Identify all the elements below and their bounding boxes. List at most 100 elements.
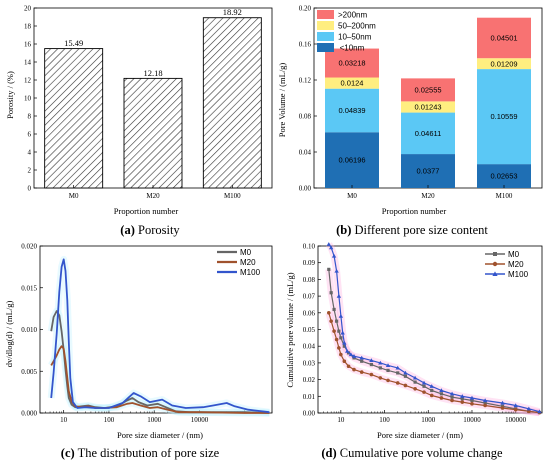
panel-d-point-m100 xyxy=(429,384,434,388)
panel-c-legend-label-m0: M0 xyxy=(240,248,252,257)
panel-c-xtick-label: 100 xyxy=(104,416,115,424)
panel-d-ytick-label: 0.05 xyxy=(303,326,316,334)
panel-b-segment-label-r10_50-m100: 0.10559 xyxy=(490,112,517,121)
panel-d-xlabel: Pore size diameter / (nm) xyxy=(377,430,463,440)
panel-b-legend-label-r10_50: 10–50nm xyxy=(338,33,372,42)
panel-d-point-m100 xyxy=(513,403,518,408)
panel-c-legend-label-m20: M20 xyxy=(240,258,256,267)
panel-d-point-m0 xyxy=(470,398,474,403)
panel-d-point-m20 xyxy=(346,364,351,369)
panel-a-value-label-m20: 12.18 xyxy=(143,68,162,78)
panel-d-point-m20 xyxy=(483,403,487,408)
panel-d-point-m0 xyxy=(352,356,356,360)
panel-d-point-m100 xyxy=(482,398,488,403)
panel-d-xtick-label: 100000 xyxy=(505,416,527,424)
panel-b-segment-label-gt200-m20: 0.02555 xyxy=(414,85,441,94)
panel-a-xlabel: Proportion number xyxy=(114,206,179,216)
panel-d-ytick-label: 0.07 xyxy=(303,293,316,301)
panel-d-point-m100 xyxy=(412,375,418,380)
panel-b-ytick-label: 0.08 xyxy=(299,113,312,121)
panel-b-segment-gt200-m0 xyxy=(325,48,379,78)
panel-d-point-m100 xyxy=(395,365,400,370)
panel-c-xtick-label: 1000 xyxy=(147,416,162,424)
panel-b-segment-r50_200-m20 xyxy=(401,101,455,113)
panel-d-point-m0 xyxy=(403,374,408,378)
panel-b-segment-label-r50_200-m0: 0.0124 xyxy=(341,79,364,88)
panel-d-line-m0 xyxy=(328,269,540,414)
panel-d-point-m0 xyxy=(342,344,346,348)
panel-a-value-label-m0: 15.49 xyxy=(64,38,83,48)
panel-a-caption: (a) Porosity xyxy=(120,223,180,237)
panel-d-point-m0 xyxy=(339,336,343,340)
panel-b-segment-label-lt10-m0: 0.06196 xyxy=(338,156,365,165)
panel-c-ytick-label: 0.000 xyxy=(21,410,37,418)
panel-d-point-m0 xyxy=(335,319,339,323)
panel-d-point-m20 xyxy=(527,409,531,414)
panel-d-legend-marker-m100 xyxy=(492,271,498,276)
panel-b-ylabel: Pore Volume / (mL/g) xyxy=(277,63,287,138)
panel-d-point-m100 xyxy=(340,330,345,335)
panel-b-ytick-label: 0.12 xyxy=(299,77,312,85)
panel-b-segment-gt200-m100 xyxy=(477,17,531,59)
panel-b-segment-label-r50_200-m20: 0.01243 xyxy=(414,103,441,112)
panel-d-point-m100 xyxy=(460,394,465,398)
panel-a-porosity: Porosity / (%) Proportion number (a) Por… xyxy=(5,5,273,237)
panel-d-point-m100 xyxy=(421,380,427,385)
panel-b-legend-label-gt200: >200nm xyxy=(338,11,367,20)
panel-a-ytick-label: 10 xyxy=(24,95,32,103)
panel-d-legend-marker-m0 xyxy=(493,252,497,256)
panel-d-point-m100 xyxy=(342,340,347,345)
panel-d-point-m100 xyxy=(469,395,475,400)
panel-d-point-m100 xyxy=(351,354,357,358)
panel-d-point-m100 xyxy=(403,370,408,375)
panel-d-ytick-label: 0.04 xyxy=(303,343,316,351)
panel-b-segment-lt10-m0 xyxy=(325,132,379,188)
panel-d-point-m0 xyxy=(430,388,434,393)
panel-a-ytick-label: 6 xyxy=(28,131,32,139)
panel-d-point-m20 xyxy=(413,386,417,391)
panel-d-point-m100 xyxy=(537,409,542,414)
panel-b-segment-label-gt200-m0: 0.03218 xyxy=(338,59,365,68)
panel-a-ytick-label: 0 xyxy=(28,185,32,193)
panel-b-xlabel: Proportion number xyxy=(382,206,447,216)
panel-b-segment-label-r10_50-m0: 0.04839 xyxy=(338,106,365,115)
panel-c-ytick-label: 0.010 xyxy=(21,326,37,334)
panel-a-ytick-label: 16 xyxy=(24,41,32,49)
panel-c-halo-m100 xyxy=(47,255,270,416)
panel-d-point-m0 xyxy=(386,368,390,373)
panel-c-caption: (c) The distribution of pore size xyxy=(61,446,220,460)
panel-d-point-m20 xyxy=(470,402,474,406)
panel-d-point-m100 xyxy=(449,391,455,396)
panel-d-caption: (d) Cumulative pore volume change xyxy=(321,446,503,460)
panel-d-point-m100 xyxy=(526,406,532,411)
panel-d-point-m0 xyxy=(422,384,426,388)
panel-d-point-m20 xyxy=(342,359,347,364)
panel-d-point-m0 xyxy=(369,362,374,367)
panel-d-ytick-label: 0.03 xyxy=(303,359,316,367)
panel-b-legend-swatch-gt200 xyxy=(317,10,334,19)
panel-a-ytick-label: 4 xyxy=(28,149,32,157)
panel-b-segment-label-gt200-m100: 0.04501 xyxy=(490,34,517,43)
panel-d-point-m100 xyxy=(378,360,383,365)
panel-d-point-m100 xyxy=(334,268,339,273)
panel-d-point-m20 xyxy=(429,393,434,398)
panel-d-legend-label-m20: M20 xyxy=(508,260,524,269)
panel-d-ytick-label: 0.08 xyxy=(303,276,316,284)
panel-d-point-m100 xyxy=(331,253,337,258)
panel-d-point-m20 xyxy=(352,367,356,372)
panel-b-segment-r10_50-m100 xyxy=(477,69,531,165)
panel-d-point-m20 xyxy=(359,370,364,374)
panel-b-caption: (b) Different pore size content xyxy=(336,223,488,237)
panel-b-segment-r50_200-m0 xyxy=(325,77,379,89)
panel-b-ytick-label: 0.04 xyxy=(299,149,312,157)
panel-b-legend-swatch-lt10 xyxy=(317,43,334,52)
panel-b-ytick-label: 0.00 xyxy=(299,185,312,193)
panel-d-point-m20 xyxy=(460,400,465,404)
panel-a-ytick-label: 14 xyxy=(24,59,32,67)
panel-d-point-m0 xyxy=(483,401,487,405)
panel-d-point-m0 xyxy=(450,395,454,399)
panel-d-legend-marker-m20 xyxy=(492,261,498,267)
panel-b-ytick-label: 0.20 xyxy=(299,5,312,13)
panel-d-point-m20 xyxy=(439,396,444,400)
panel-b-segment-label-lt10-m20: 0.0377 xyxy=(417,167,440,176)
